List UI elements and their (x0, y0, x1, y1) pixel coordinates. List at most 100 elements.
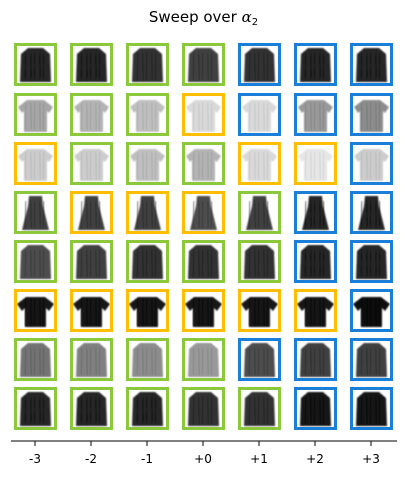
garment-texture (154, 347, 157, 376)
garment-texture (197, 102, 201, 131)
garment-texture (266, 52, 269, 81)
garment-texture (94, 52, 98, 81)
garment-texture (374, 396, 378, 425)
garment-texture (206, 52, 210, 81)
thumbnail-cell (238, 387, 281, 430)
garment-texture (192, 347, 195, 376)
thumbnail-frame (350, 93, 393, 136)
garment-texture (210, 52, 213, 81)
garment-texture (29, 200, 33, 229)
garment-texture (309, 396, 313, 425)
garment-texture (322, 151, 325, 180)
garment-texture (80, 396, 83, 425)
thumbnail-cell (182, 387, 225, 430)
thumbnail-cell (350, 289, 393, 332)
garment-texture (38, 200, 42, 229)
garment-texture (210, 298, 213, 327)
garment-texture (201, 200, 204, 229)
thumbnail-cell (182, 338, 225, 381)
garment-texture (201, 151, 204, 180)
garment-texture (365, 151, 369, 180)
garment-texture (266, 249, 269, 278)
garment-texture (313, 298, 316, 327)
garment-texture (80, 151, 83, 180)
thumbnail-cell (182, 289, 225, 332)
garment-texture (206, 151, 210, 180)
garment-texture (318, 52, 322, 81)
garment-texture (154, 151, 157, 180)
thumbnail-frame (238, 93, 281, 136)
garment-texture (150, 249, 154, 278)
garment-texture (145, 249, 148, 278)
garment-texture (378, 102, 381, 131)
garment-texture (24, 151, 27, 180)
garment-texture (257, 200, 260, 229)
garment-texture (24, 52, 27, 81)
thumbnail-cell (126, 289, 169, 332)
thumbnail-cell (70, 43, 113, 86)
garment-texture (154, 396, 157, 425)
garment-texture (378, 347, 381, 376)
thumbnail-cell (126, 142, 169, 185)
garment-texture (141, 151, 145, 180)
garment-texture (197, 347, 201, 376)
thumbnail-cell (70, 289, 113, 332)
garment-texture (304, 151, 307, 180)
garment-texture (210, 347, 213, 376)
thumbnail-frame (350, 338, 393, 381)
garment-texture (150, 200, 154, 229)
garment-texture (313, 151, 316, 180)
garment-texture (378, 249, 381, 278)
thumbnail-cell (294, 142, 337, 185)
garment-texture (365, 200, 369, 229)
thumbnail-frame (350, 240, 393, 283)
garment-texture (374, 347, 378, 376)
garment-texture (145, 347, 148, 376)
garment-texture (369, 347, 372, 376)
garment-texture (253, 52, 257, 81)
garment-texture (201, 298, 204, 327)
garment-texture (150, 298, 154, 327)
garment-texture (318, 298, 322, 327)
garment-texture (313, 52, 316, 81)
garment-texture (150, 151, 154, 180)
thumbnail-cell (70, 142, 113, 185)
garment-texture (322, 347, 325, 376)
garment-texture (98, 102, 101, 131)
thumbnail-frame (14, 338, 57, 381)
thumbnail-frame (14, 387, 57, 430)
garment-texture (197, 52, 201, 81)
garment-texture (136, 298, 139, 327)
garment-texture (378, 396, 381, 425)
thumbnail-frame (294, 387, 337, 430)
garment-texture (253, 396, 257, 425)
garment-texture (33, 52, 36, 81)
thumbnail-frame (238, 338, 281, 381)
garment-texture (42, 396, 45, 425)
thumbnail-frame (294, 93, 337, 136)
thumbnail-frame (126, 338, 169, 381)
garment-texture (98, 52, 101, 81)
garment-texture (24, 102, 27, 131)
garment-texture (248, 151, 251, 180)
garment-texture (257, 102, 260, 131)
garment-texture (266, 102, 269, 131)
x-tick-label: -2 (85, 452, 97, 466)
garment-texture (248, 298, 251, 327)
garment-texture (262, 298, 266, 327)
garment-texture (24, 249, 27, 278)
garment-texture (322, 200, 325, 229)
thumbnail-frame (70, 142, 113, 185)
garment-texture (94, 347, 98, 376)
garment-texture (318, 396, 322, 425)
garment-texture (42, 347, 45, 376)
thumbnail-cell (350, 43, 393, 86)
garment-texture (141, 298, 145, 327)
thumbnail-frame (182, 387, 225, 430)
garment-texture (318, 249, 322, 278)
thumbnail-cell (14, 289, 57, 332)
thumbnail-frame (70, 240, 113, 283)
garment-texture (248, 200, 251, 229)
garment-texture (378, 151, 381, 180)
thumbnail-frame (238, 240, 281, 283)
